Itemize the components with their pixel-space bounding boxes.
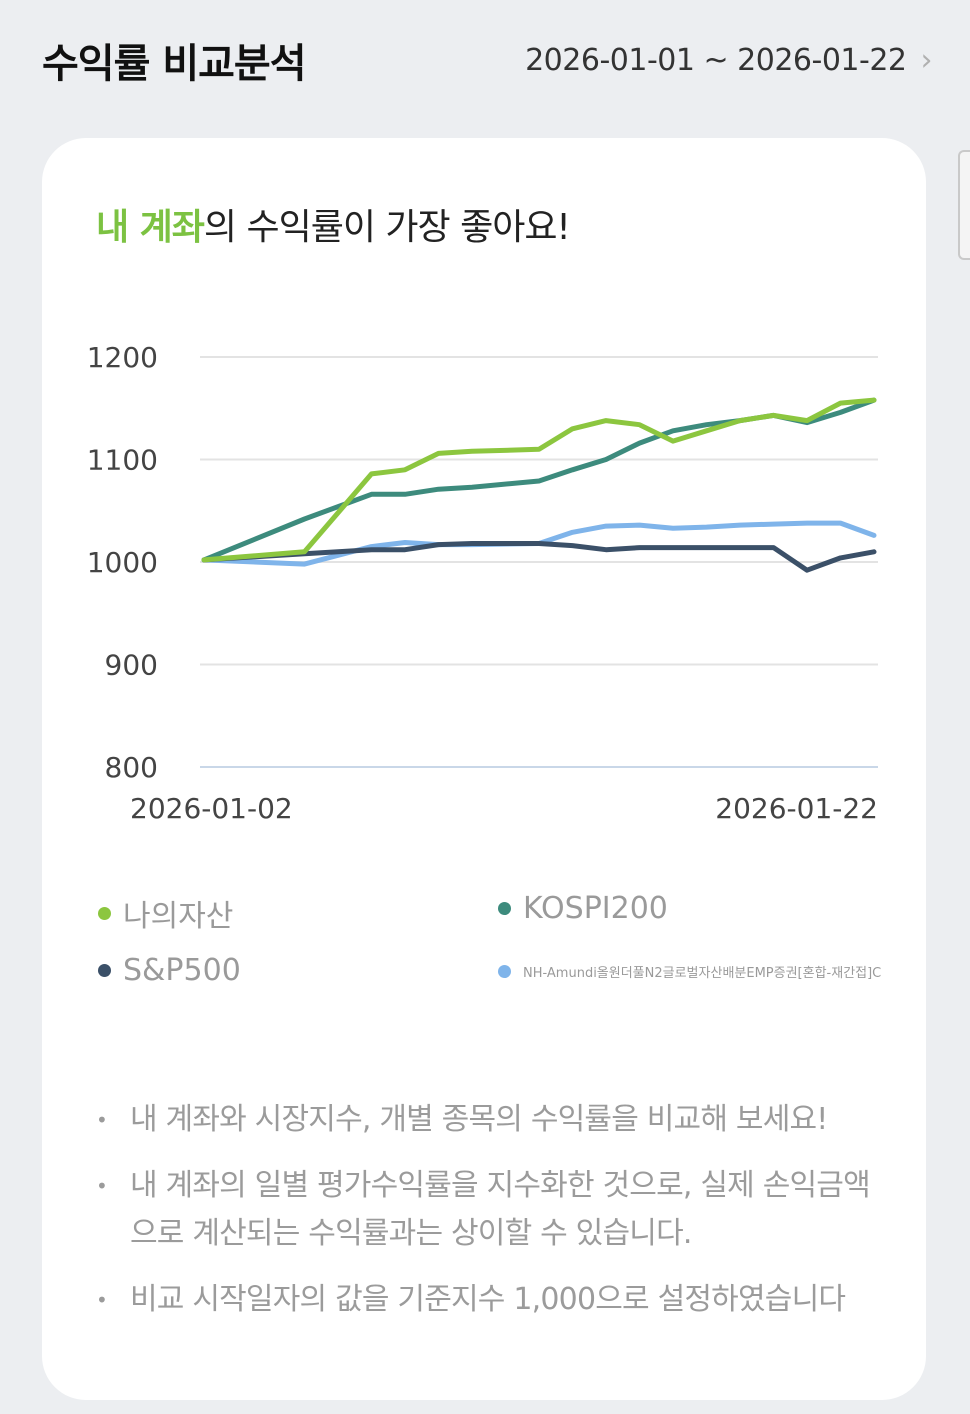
- legend-label: NH-Amundi올원더풀N2글로벌자산배분EMP증권[혼합-재간접]C: [523, 966, 882, 981]
- line-chart: 1200 1100 1000 900 800 2026-01-02 2026-01-22: [87, 341, 878, 825]
- legend-item: S&P500: [98, 953, 241, 988]
- series-line-1: [201, 397, 877, 563]
- page-title: 수익률 비교분석: [42, 41, 307, 87]
- legend-dot-icon: [498, 902, 511, 915]
- y-tick-label: 900: [105, 649, 158, 682]
- series-line-0: [201, 397, 877, 563]
- series-line-3: [201, 520, 877, 567]
- scroll-handle[interactable]: [958, 150, 970, 260]
- header: 수익률 비교분석 2026-01-01 ~ 2026-01-22 ›: [42, 28, 932, 92]
- legend-label: 나의자산: [123, 899, 234, 934]
- bullet-dot-icon: •: [96, 1288, 108, 1312]
- legend-label: KOSPI200: [523, 891, 668, 926]
- legend-dot-icon: [498, 965, 511, 978]
- note-item: • 내 계좌의 일별 평가수익률을 지수화한 것으로, 실제 손익금액으로 계산되…: [96, 1162, 896, 1258]
- note-item: • 비교 시작일자의 값을 기준지수 1,000으로 설정하였습니다: [96, 1276, 896, 1324]
- series-line-2: [201, 541, 877, 573]
- y-tick-label: 1100: [87, 444, 158, 477]
- headline-highlight: 내 계좌: [96, 207, 205, 248]
- notes-list: • 내 계좌와 시장지수, 개별 종목의 수익률을 비교해 보세요! • 내 계좌의 …: [96, 1096, 896, 1342]
- y-tick-label: 1200: [87, 341, 158, 374]
- headline-text: 의 수익률이 가장 좋아요!: [203, 207, 571, 248]
- headline: 내 계좌의 수익률이 가장 좋아요!: [96, 198, 571, 250]
- chevron-right-icon: ›: [920, 42, 933, 78]
- note-text: 비교 시작일자의 값을 기준지수 1,000으로 설정하였습니다: [130, 1282, 846, 1317]
- note-text: 내 계좌의 일별 평가수익률을 지수화한 것으로, 실제 손익금액으로 계산되는…: [130, 1168, 871, 1251]
- x-tick-label: 2026-01-22: [715, 792, 878, 825]
- comparison-card: 내 계좌의 수익률이 가장 좋아요! 1200 1100 1000 900 800 202…: [42, 138, 926, 1400]
- legend-dot-icon: [98, 964, 111, 977]
- y-tick-label: 800: [105, 751, 158, 784]
- note-item: • 내 계좌와 시장지수, 개별 종목의 수익률을 비교해 보세요!: [96, 1096, 896, 1144]
- date-range-selector[interactable]: 2026-01-01 ~ 2026-01-22 ›: [525, 43, 932, 78]
- x-tick-label: 2026-01-02: [130, 792, 293, 825]
- y-tick-label: 1000: [87, 546, 158, 579]
- legend-label: S&P500: [123, 953, 241, 988]
- date-range-text: 2026-01-01 ~ 2026-01-22: [525, 42, 907, 78]
- legend-item: 나의자산: [98, 891, 233, 935]
- bullet-dot-icon: •: [96, 1174, 108, 1198]
- legend-item: KOSPI200: [498, 891, 668, 926]
- bullet-dot-icon: •: [96, 1108, 108, 1132]
- note-text: 내 계좌와 시장지수, 개별 종목의 수익률을 비교해 보세요!: [130, 1102, 828, 1137]
- legend-item: NH-Amundi올원더풀N2글로벌자산배분EMP증권[혼합-재간접]C: [498, 962, 881, 981]
- legend-dot-icon: [98, 906, 111, 920]
